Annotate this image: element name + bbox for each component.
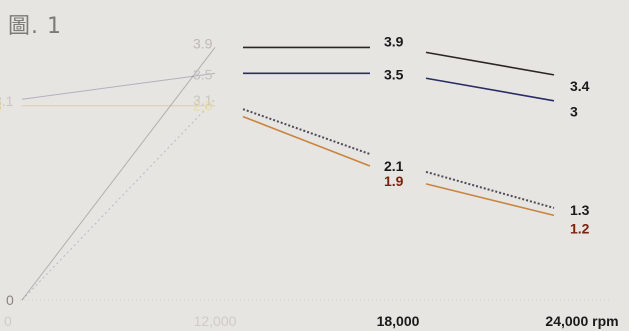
data-label: 3.5 [193, 66, 213, 82]
series-line-segment [21, 98, 216, 301]
data-label: 3 [570, 104, 578, 120]
x-tick-label: 12,000 [194, 313, 237, 329]
data-label: 0 [6, 292, 14, 308]
data-label: 3 [0, 98, 2, 114]
series-line-segment [425, 51, 555, 76]
x-tick-label: 24,000 rpm [545, 313, 618, 329]
data-label: 3.9 [384, 33, 404, 49]
data-label: 3.4 [570, 78, 590, 94]
data-label: 3.1 [193, 92, 213, 108]
data-label: 2.8 [193, 98, 213, 114]
data-label: 1.9 [384, 173, 404, 189]
data-label: 1.3 [570, 202, 590, 218]
data-label: 3.9 [193, 35, 213, 51]
series-line-segment [242, 115, 371, 167]
data-label: 3.5 [384, 66, 404, 82]
series-line-segment [21, 72, 216, 100]
series-line-segment [425, 183, 555, 217]
data-label: 3.1 [0, 93, 14, 109]
series-line-segment [21, 47, 216, 301]
figure-label: 圖. 1 [8, 14, 62, 39]
series-line-segment [425, 77, 555, 102]
series-line-segment [242, 108, 371, 156]
x-tick-label: 0 [4, 313, 12, 329]
series-line-segment [425, 170, 555, 209]
x-tick-label: 18,000 [377, 313, 420, 329]
data-label: 2.1 [384, 158, 404, 174]
data-label: 1.2 [570, 220, 590, 236]
